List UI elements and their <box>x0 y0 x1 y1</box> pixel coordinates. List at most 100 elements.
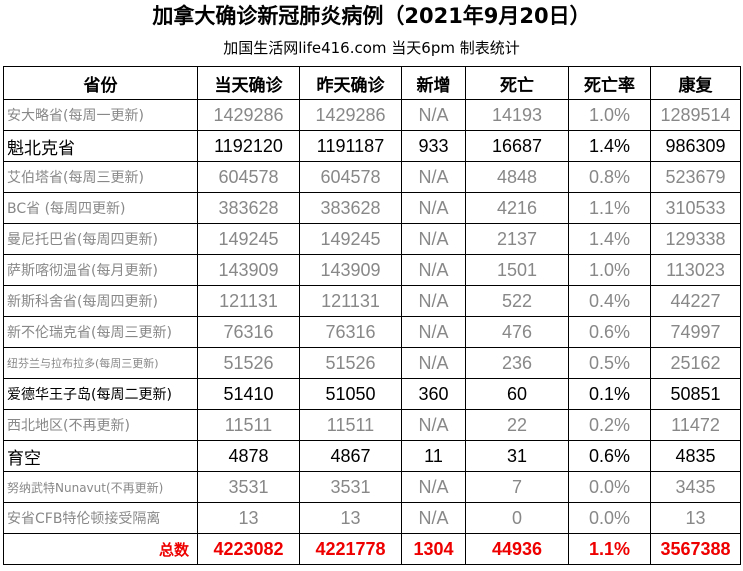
table-row: 爱德华王子岛(每周二更新) 51410 51050 360 60 0.1% 50851 <box>3 378 741 410</box>
cell: 50851 <box>650 378 741 410</box>
cell: 11511 <box>299 409 402 441</box>
cell: 22 <box>465 409 569 441</box>
cell: 121131 <box>197 285 300 317</box>
cell: 魁北克省 <box>3 130 198 162</box>
total-cell: 1304 <box>401 533 466 565</box>
cell: 51050 <box>299 378 402 410</box>
cell: 143909 <box>197 254 300 286</box>
table-row: 纽芬兰与拉布拉多(每周三更新) 51526 51526 N/A 236 0.5% 25162 <box>3 347 741 379</box>
cell: 0.1% <box>568 378 651 410</box>
table-row: 萨斯喀彻温省(每月更新) 143909 143909 N/A 1501 1.0% 11302… <box>3 254 741 286</box>
cell: 383628 <box>299 192 402 224</box>
cell: 7 <box>465 471 569 503</box>
table-row: BC省 (每周四更新) 383628 383628 N/A 4216 1.1% 310533 <box>3 192 741 224</box>
column-header: 康复 <box>650 66 741 100</box>
table-row: 新斯科舍省(每周四更新) 121131 121131 N/A 522 0.4% 44227 <box>3 285 741 317</box>
column-header: 死亡率 <box>568 66 651 100</box>
cell: 0.8% <box>568 161 651 193</box>
cell: 艾伯塔省(每周三更新) <box>3 161 198 193</box>
cell: 523679 <box>650 161 741 193</box>
cell: 1429286 <box>197 99 300 131</box>
cell: 0.0% <box>568 502 651 534</box>
cell: 933 <box>401 130 466 162</box>
cell: 13 <box>197 502 300 534</box>
column-header: 死亡 <box>465 66 569 100</box>
total-cell: 1.1% <box>568 533 651 565</box>
cell: 31 <box>465 440 569 472</box>
table-row: 曼尼托巴省(每周四更新) 149245 149245 N/A 2137 1.4% 12933… <box>3 223 741 255</box>
cell: 11 <box>401 440 466 472</box>
table-row: 魁北克省 1192120 1191187 933 16687 1.4% 986309 <box>3 130 741 162</box>
table-row: 艾伯塔省(每周三更新) 604578 604578 N/A 4848 0.8% 523679 <box>3 161 741 193</box>
column-header: 当天确诊 <box>197 66 300 100</box>
subtitle: 加国生活网life416.com 当天6pm 制表统计 <box>223 39 520 57</box>
cell: 986309 <box>650 130 741 162</box>
cell: 1.0% <box>568 254 651 286</box>
cell: 11511 <box>197 409 300 441</box>
cell: 1289514 <box>650 99 741 131</box>
cell: 51526 <box>197 347 300 379</box>
cell: N/A <box>401 192 466 224</box>
cell: 爱德华王子岛(每周二更新) <box>3 378 198 410</box>
cell: 0.6% <box>568 316 651 348</box>
cell: 0.6% <box>568 440 651 472</box>
table-row: 努纳武特Nunavut(不再更新) 3531 3531 N/A 7 0.0% 3435 <box>3 471 741 503</box>
cell: 萨斯喀彻温省(每月更新) <box>3 254 198 286</box>
column-header: 新增 <box>401 66 466 100</box>
total-cell: 总数 <box>3 533 198 565</box>
cell: 360 <box>401 378 466 410</box>
cell: 11472 <box>650 409 741 441</box>
cell: 14193 <box>465 99 569 131</box>
cell: 129338 <box>650 223 741 255</box>
cell: 383628 <box>197 192 300 224</box>
title: 加拿大确诊新冠肺炎病例（2021年9月20日） <box>152 4 591 28</box>
header-row: 省份 当天确诊 昨天确诊 新增 死亡 死亡率 康复 <box>3 66 741 100</box>
cell: 新斯科舍省(每周四更新) <box>3 285 198 317</box>
cell: 76316 <box>197 316 300 348</box>
cell: 149245 <box>197 223 300 255</box>
cell: N/A <box>401 254 466 286</box>
cell: 113023 <box>650 254 741 286</box>
cell: N/A <box>401 502 466 534</box>
cell: 新不伦瑞克省(每周三更新) <box>3 316 198 348</box>
cell: 纽芬兰与拉布拉多(每周三更新) <box>3 347 198 379</box>
column-header: 昨天确诊 <box>299 66 402 100</box>
cell: 0 <box>465 502 569 534</box>
cell: 西北地区(不再更新) <box>3 409 198 441</box>
cell: 0.4% <box>568 285 651 317</box>
table-body: 安大略省(每周一更新) 1429286 1429286 N/A 14193 1.0% 128… <box>3 99 741 565</box>
cell: 74997 <box>650 316 741 348</box>
cell: 310533 <box>650 192 741 224</box>
cell: N/A <box>401 347 466 379</box>
cell: 曼尼托巴省(每周四更新) <box>3 223 198 255</box>
cell: 1.4% <box>568 130 651 162</box>
cell: N/A <box>401 161 466 193</box>
cell: N/A <box>401 471 466 503</box>
total-cell: 4223082 <box>197 533 300 565</box>
cell: 1191187 <box>299 130 402 162</box>
cell: 25162 <box>650 347 741 379</box>
cell: N/A <box>401 316 466 348</box>
cell: 安省CFB特伦顿接受隔离 <box>3 502 198 534</box>
cell: 149245 <box>299 223 402 255</box>
cell: 3531 <box>197 471 300 503</box>
cell: 0.2% <box>568 409 651 441</box>
cell: 76316 <box>299 316 402 348</box>
cell: N/A <box>401 409 466 441</box>
cell: 1.4% <box>568 223 651 255</box>
cell: 努纳武特Nunavut(不再更新) <box>3 471 198 503</box>
cell: 4867 <box>299 440 402 472</box>
cell: 3435 <box>650 471 741 503</box>
cell: 51410 <box>197 378 300 410</box>
table-row: 育空 4878 4867 11 31 0.6% 4835 <box>3 440 741 472</box>
cell: 60 <box>465 378 569 410</box>
cell: 476 <box>465 316 569 348</box>
table-row: 安省CFB特伦顿接受隔离 13 13 N/A 0 0.0% 13 <box>3 502 741 534</box>
cell: 121131 <box>299 285 402 317</box>
cell: 1.1% <box>568 192 651 224</box>
total-cell: 3567388 <box>650 533 741 565</box>
cell: 604578 <box>197 161 300 193</box>
cell: 1.0% <box>568 99 651 131</box>
cell: 13 <box>299 502 402 534</box>
